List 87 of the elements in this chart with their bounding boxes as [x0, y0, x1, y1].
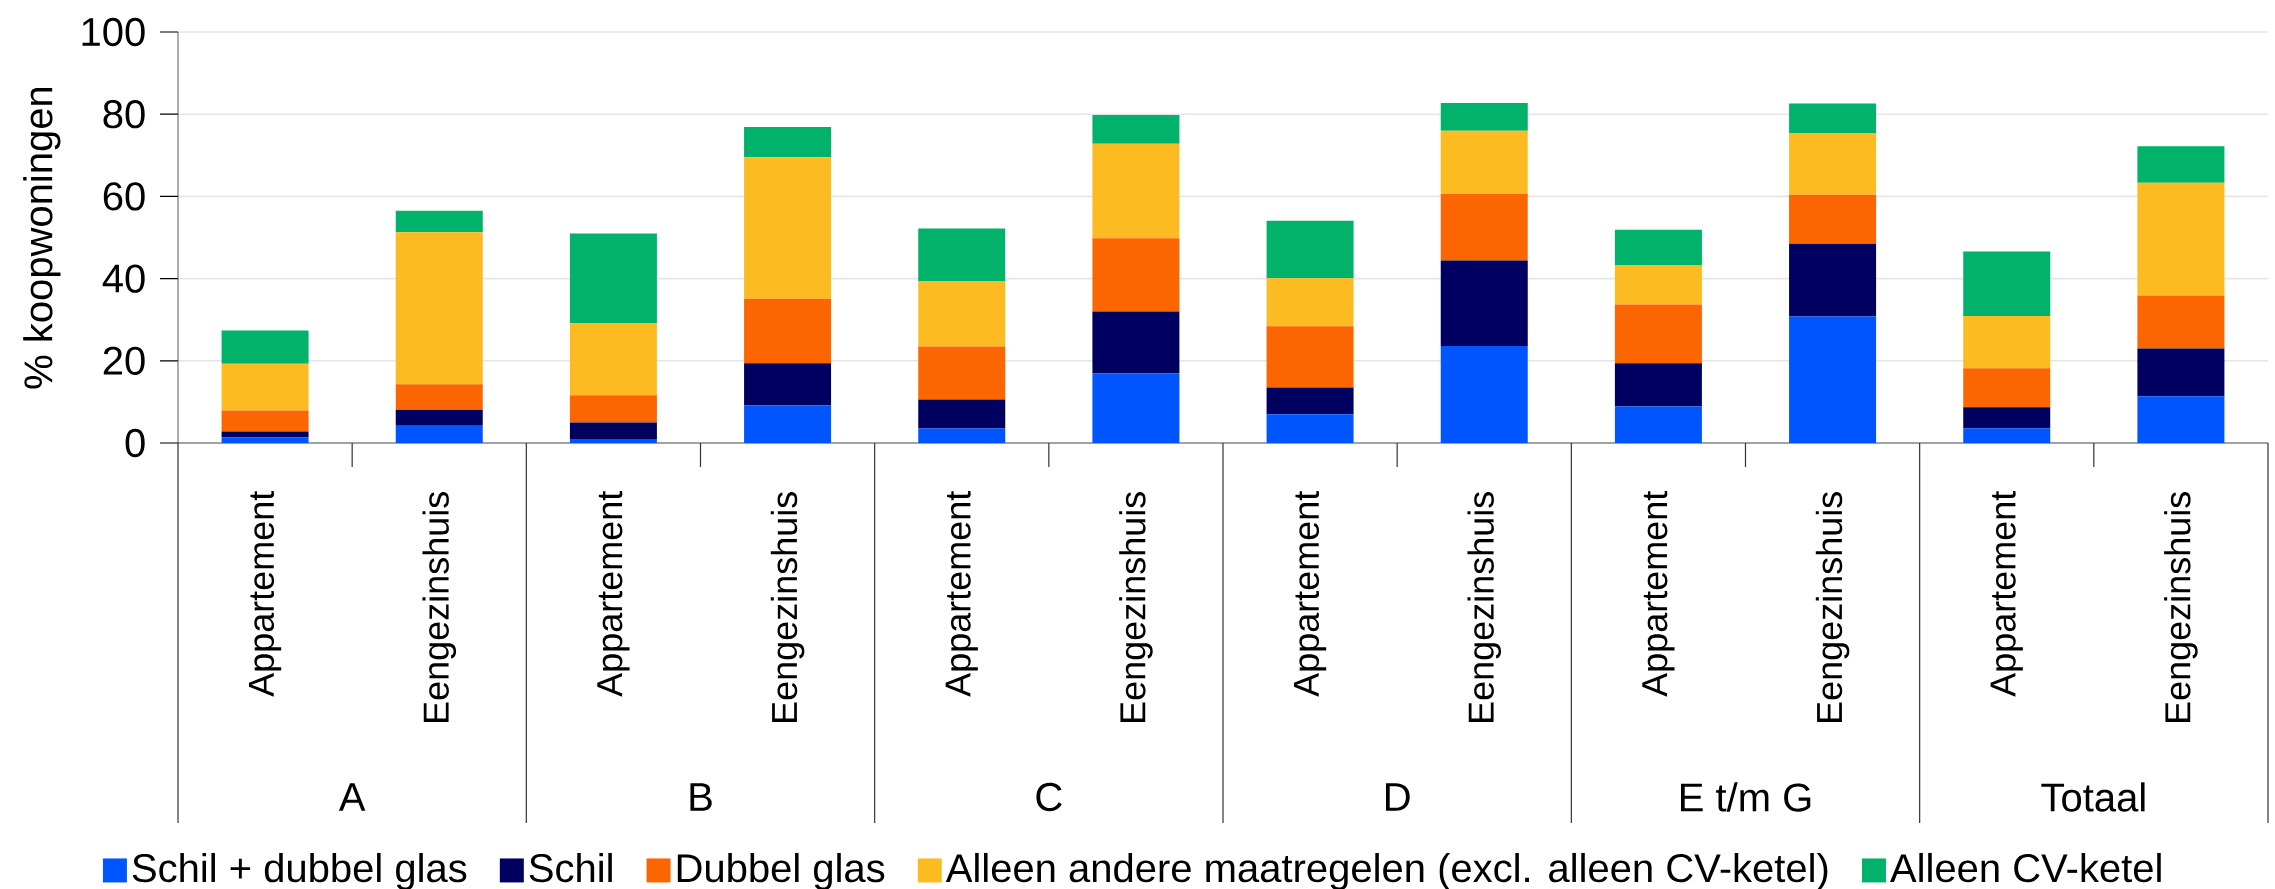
bar — [918, 399, 1006, 429]
bar — [2137, 146, 2225, 183]
bar — [2137, 182, 2225, 296]
bar — [395, 210, 483, 233]
bar — [918, 228, 1006, 282]
bar — [1963, 428, 2051, 444]
x-tick-label: Appartement — [597, 491, 630, 697]
x-tick-label: Appartement — [1293, 491, 1327, 697]
bar — [1963, 407, 2051, 429]
bar — [918, 428, 1006, 444]
y-tick-label: 0 — [125, 428, 145, 458]
bar — [221, 437, 309, 444]
text: Totaal — [2041, 782, 2145, 812]
bar — [1440, 103, 1528, 131]
bar — [918, 346, 1006, 400]
bar — [1266, 414, 1354, 444]
bar — [918, 281, 1006, 347]
bar — [395, 425, 483, 444]
bar — [1440, 193, 1528, 261]
x-tick-label: Eengezinshuis — [2164, 492, 2198, 722]
bar — [1092, 238, 1180, 312]
text: C — [1036, 782, 1062, 812]
bar — [2137, 348, 2225, 397]
bar — [1614, 304, 1702, 364]
bar — [2137, 396, 2225, 444]
x-tick-label: Eengezinshuis — [1467, 492, 1502, 722]
bar — [395, 384, 483, 410]
bar — [1789, 316, 1877, 444]
x-tick-label: Appartement — [1642, 491, 1675, 697]
bar — [1963, 251, 2051, 316]
bar — [1614, 406, 1702, 444]
x-tick-label: Appartement — [1990, 491, 2023, 697]
text: E t/m G — [1681, 782, 1811, 812]
x-tick-label: Appartement — [945, 491, 978, 697]
bar — [1963, 368, 2051, 408]
bar — [1266, 387, 1354, 415]
bar — [1266, 220, 1354, 279]
legend-label: Alleen CV-ketel — [1890, 852, 2161, 883]
text: A — [338, 783, 366, 811]
bar — [221, 431, 309, 438]
bar — [1789, 103, 1877, 134]
bar — [569, 422, 657, 439]
text: B — [690, 783, 712, 811]
bar — [2137, 295, 2225, 349]
bar — [1614, 265, 1702, 305]
bar — [1440, 130, 1528, 194]
y-tick-label: 80 — [103, 100, 145, 129]
bar — [744, 363, 832, 406]
bar — [1789, 194, 1877, 244]
bar — [1266, 278, 1354, 327]
bar — [1092, 373, 1180, 444]
bar — [1092, 115, 1180, 144]
y-tick-label: 100 — [82, 17, 145, 47]
x-tick-label: Eengezinshuis — [1119, 492, 1153, 722]
text: D — [1386, 783, 1410, 811]
bar — [569, 233, 657, 324]
bar — [744, 298, 832, 364]
x-tick-label: Eengezinshuis — [422, 492, 457, 722]
bar — [221, 363, 309, 411]
bar — [1614, 363, 1702, 407]
y-tick-label: 20 — [103, 346, 145, 375]
x-tick-label: Eengezinshuis — [1815, 492, 1850, 722]
bar — [395, 409, 483, 426]
bar — [1789, 133, 1877, 195]
bar — [1092, 143, 1180, 239]
bar — [569, 323, 657, 396]
bar — [221, 410, 309, 432]
bar — [221, 330, 309, 364]
bar — [1440, 346, 1528, 444]
bar — [1614, 229, 1702, 266]
bar — [1789, 243, 1877, 317]
legend-label: Schil — [529, 852, 612, 883]
bar — [744, 126, 832, 158]
bar — [744, 157, 832, 299]
y-tick-label: 40 — [102, 264, 145, 293]
bar — [1092, 311, 1180, 374]
bar — [1963, 316, 2051, 369]
y-tick-label: 60 — [103, 182, 145, 211]
x-tick-label: Appartement — [248, 491, 282, 697]
bar — [1266, 326, 1354, 388]
bar — [569, 395, 657, 423]
bar — [569, 438, 657, 444]
y-axis-title: % koopwoningen — [23, 87, 61, 389]
bar — [395, 232, 483, 385]
bar — [744, 405, 832, 444]
x-tick-label: Eengezinshuis — [770, 492, 805, 722]
bar — [1440, 260, 1528, 346]
